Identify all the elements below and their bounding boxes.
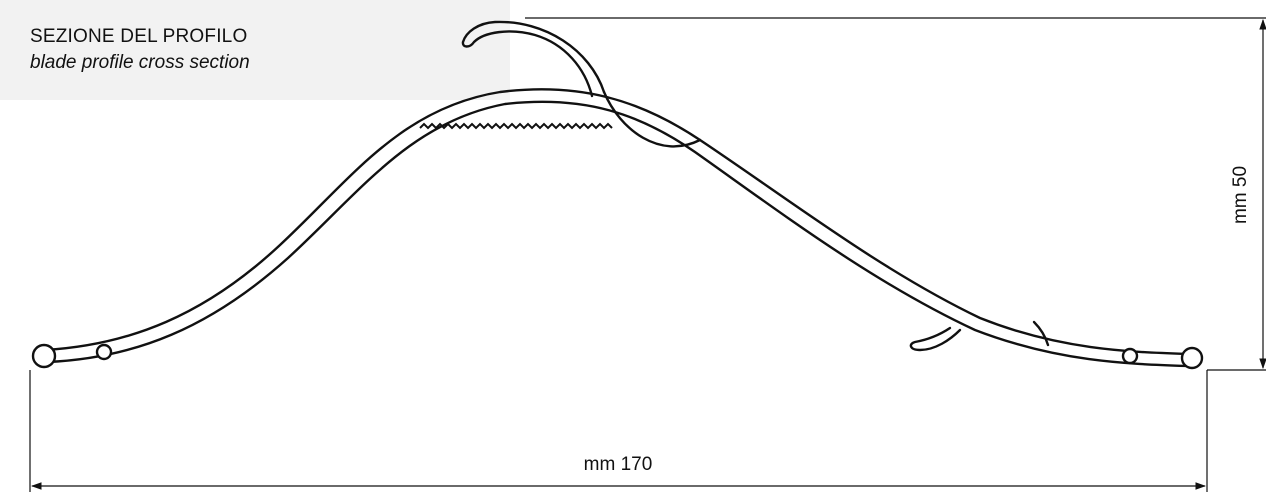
width-dimension-label: mm 170 <box>584 454 653 475</box>
blade-inner-contour <box>46 100 1190 368</box>
hook-web <box>602 90 702 148</box>
height-dimension-label: mm 50 <box>1230 166 1251 224</box>
left-inner-bead <box>95 343 113 361</box>
title-panel <box>0 0 510 100</box>
lower-hook <box>909 326 962 352</box>
right-inner-bead <box>1121 347 1139 365</box>
drawing-title: SEZIONE DEL PROFILO <box>30 26 248 47</box>
upper-hook <box>461 20 606 98</box>
left-edge-bead <box>31 343 57 369</box>
small-spur <box>1032 320 1050 347</box>
serrated-texture <box>419 122 613 130</box>
right-edge-bead <box>1180 346 1204 370</box>
blade-profile <box>31 20 1204 370</box>
drawing-subtitle: blade profile cross section <box>30 52 250 73</box>
blade-outer-contour <box>43 88 1190 356</box>
dimension-lines <box>29 17 1266 492</box>
